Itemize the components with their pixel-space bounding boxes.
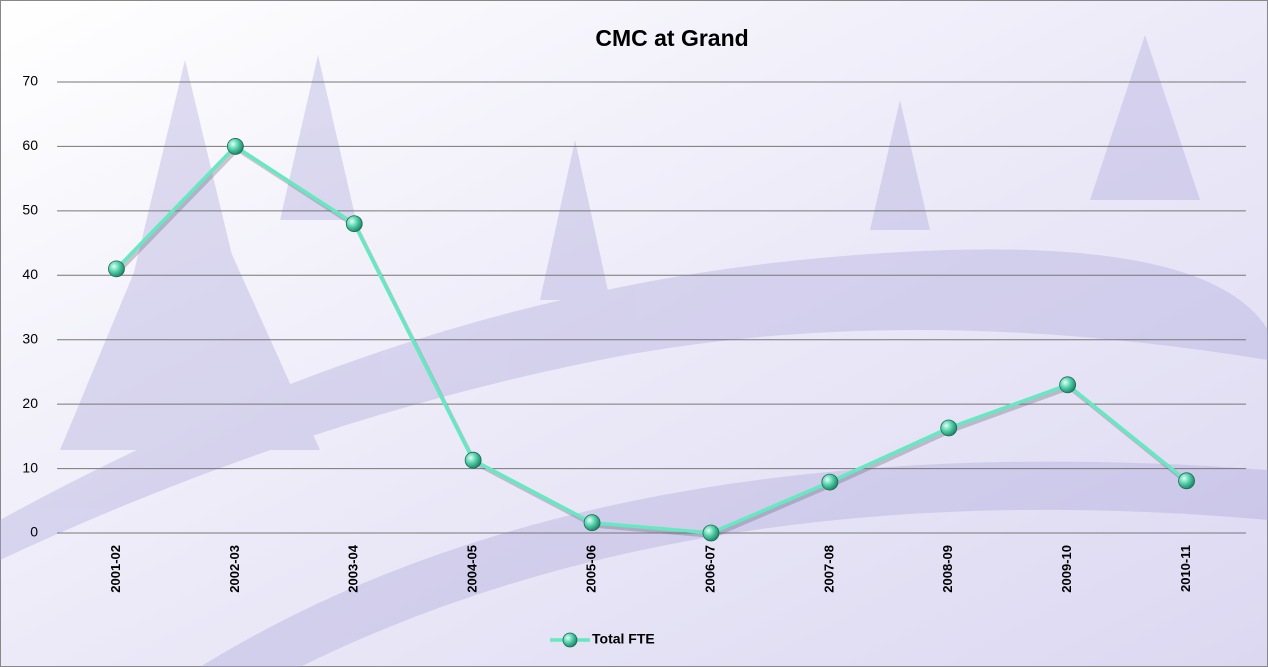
y-tick-label: 40 <box>22 266 38 282</box>
x-tick-label: 2007-08 <box>821 545 836 593</box>
x-tick-label: 2003-04 <box>346 544 361 592</box>
point <box>702 524 720 542</box>
x-tick-label: 2009-10 <box>1059 545 1074 593</box>
point <box>1178 472 1195 490</box>
point <box>464 451 482 469</box>
point <box>821 473 839 491</box>
y-tick-label: 70 <box>22 73 38 89</box>
point <box>583 514 601 532</box>
y-tick-label: 60 <box>22 137 38 153</box>
legend-label: Total FTE <box>592 631 655 647</box>
series-line <box>115 144 1188 535</box>
point <box>345 215 363 233</box>
x-tick-label: 2002-03 <box>227 545 242 593</box>
y-tick-label: 20 <box>22 395 38 411</box>
point <box>108 260 125 278</box>
point <box>1059 376 1077 394</box>
legend-marker <box>562 632 578 648</box>
x-tick-label: 2001-02 <box>108 545 123 593</box>
point <box>226 138 244 155</box>
y-tick-label: 10 <box>22 459 38 475</box>
y-tick-label: 0 <box>30 524 38 540</box>
x-tick-label: 2008-09 <box>940 545 955 593</box>
y-tick-label: 50 <box>22 202 38 218</box>
x-tick-label: 2004-05 <box>465 545 480 593</box>
x-tick-label: 2005-06 <box>583 545 598 593</box>
x-tick-label: 2006-07 <box>702 545 717 593</box>
y-tick-label: 30 <box>22 330 38 346</box>
chart-title: CMC at Grand <box>595 25 748 51</box>
point <box>940 419 958 437</box>
decoration <box>0 35 1268 667</box>
x-tick-label: 2010-11 <box>1178 545 1193 592</box>
